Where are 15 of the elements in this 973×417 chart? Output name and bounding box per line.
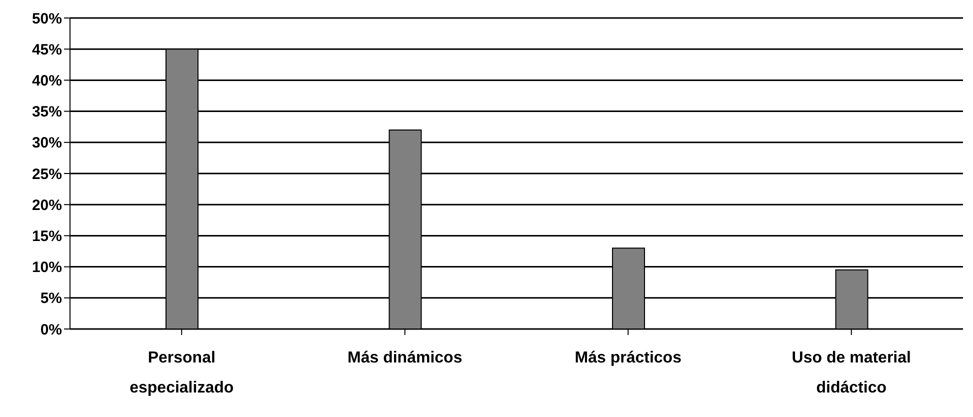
y-tick-label: 45% bbox=[32, 41, 62, 58]
y-tick-label: 10% bbox=[32, 259, 62, 276]
y-tick-label: 35% bbox=[32, 104, 62, 121]
x-tick-label: Uso de material didáctico bbox=[792, 349, 911, 396]
y-tick-label: 5% bbox=[40, 290, 62, 308]
y-tick-label: 0% bbox=[40, 321, 62, 338]
y-tick-label: 20% bbox=[32, 196, 62, 214]
y-tick-label: 15% bbox=[32, 228, 62, 246]
y-tick-label: 40% bbox=[32, 72, 62, 90]
y-tick-label: 30% bbox=[32, 134, 62, 152]
x-tick-label: Personal especializado bbox=[130, 349, 234, 396]
y-tick-label: 50% bbox=[32, 10, 62, 28]
x-tick-label: Más dinámicos bbox=[348, 349, 462, 366]
x-tick-label: Más prácticos bbox=[574, 349, 682, 366]
y-tick-label: 25% bbox=[32, 166, 62, 183]
